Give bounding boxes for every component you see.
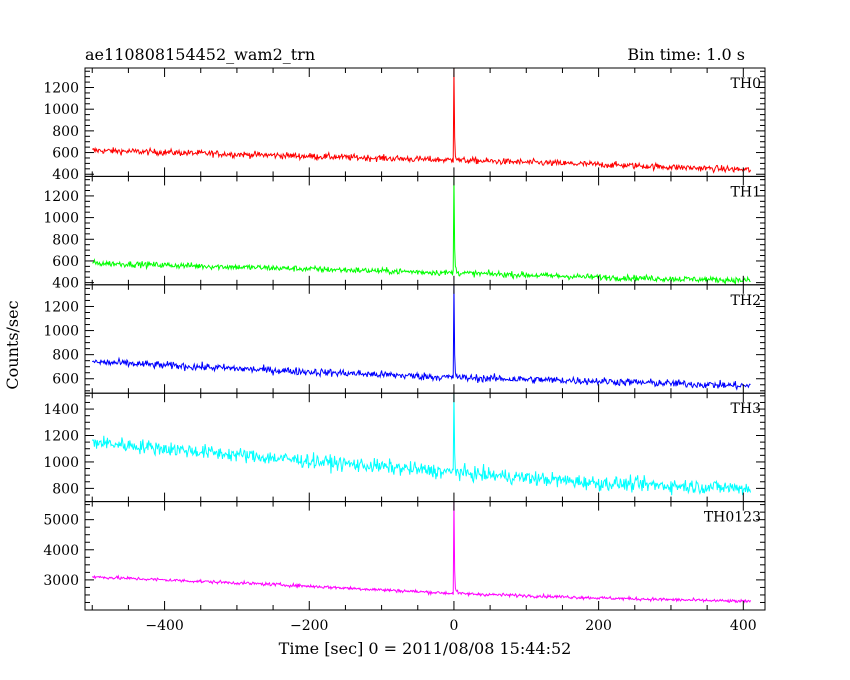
bin-time-label: Bin time: 1.0 s	[627, 45, 745, 64]
y-tick-label: 800	[52, 232, 79, 248]
y-tick-label: 1200	[43, 299, 79, 315]
y-tick-label: 600	[52, 254, 79, 270]
chart-title: ae110808154452_wam2_trn	[85, 45, 315, 64]
series-line-th0	[91, 67, 751, 174]
panels-group: 400 600 800 1000 1200 TH0 400 600 800 1000 1200 TH1…	[43, 67, 766, 634]
x-tick-label: 0	[449, 618, 458, 634]
y-tick-label: 800	[52, 481, 79, 497]
y-tick-label: 1000	[43, 455, 79, 471]
y-tick-label: 1000	[43, 324, 79, 340]
x-axis-label: Time [sec] 0 = 2011/08/08 15:44:52	[279, 639, 572, 658]
panel-label-th0123: TH0123	[704, 510, 761, 526]
series-line-th0123	[91, 501, 751, 604]
series-line-th2	[91, 284, 751, 391]
series-line-th1	[92, 176, 751, 286]
panel-label-th0: TH0	[731, 76, 761, 92]
y-tick-label: 800	[52, 124, 79, 140]
panel-frame	[84, 284, 766, 394]
panel-frame	[84, 67, 766, 177]
panel-th2: 600 800 1000 1200 TH2	[43, 284, 766, 394]
panel-th0: 400 600 800 1000 1200 TH0	[43, 67, 766, 183]
panel-label-th3: TH3	[731, 401, 761, 417]
y-tick-label: 3000	[43, 573, 79, 589]
panel-frame	[84, 501, 766, 611]
panel-label-th2: TH2	[731, 293, 761, 309]
y-tick-label: 800	[52, 348, 79, 364]
y-tick-label: 1200	[43, 81, 79, 97]
y-tick-label: 4000	[43, 543, 79, 559]
panel-th3: 800 1000 1200 1400 TH3	[43, 392, 766, 503]
y-axis-label: Counts/sec	[3, 300, 22, 389]
y-tick-label: 400	[52, 167, 79, 183]
x-tick-label: 200	[585, 618, 612, 634]
y-tick-label: 600	[52, 372, 79, 388]
y-tick-label: 5000	[43, 513, 79, 529]
panel-th1: 400 600 800 1000 1200 TH1	[43, 175, 766, 292]
y-tick-label: 1200	[43, 429, 79, 445]
y-tick-label: 1400	[43, 402, 79, 418]
y-tick-label: 1000	[43, 211, 79, 227]
y-tick-label: 1200	[43, 189, 79, 205]
y-tick-label: 600	[52, 146, 79, 162]
x-tick-label: −200	[290, 618, 328, 634]
panel-frame	[84, 175, 766, 286]
x-tick-label: −400	[145, 618, 183, 634]
x-tick-label: 400	[730, 618, 757, 634]
y-tick-label: 1000	[43, 102, 79, 118]
panel-label-th1: TH1	[731, 184, 761, 200]
y-tick-label: 400	[52, 276, 79, 292]
series-line-th3	[91, 393, 752, 496]
panel-th0123: 3000 4000 5000 TH0123	[43, 501, 766, 611]
